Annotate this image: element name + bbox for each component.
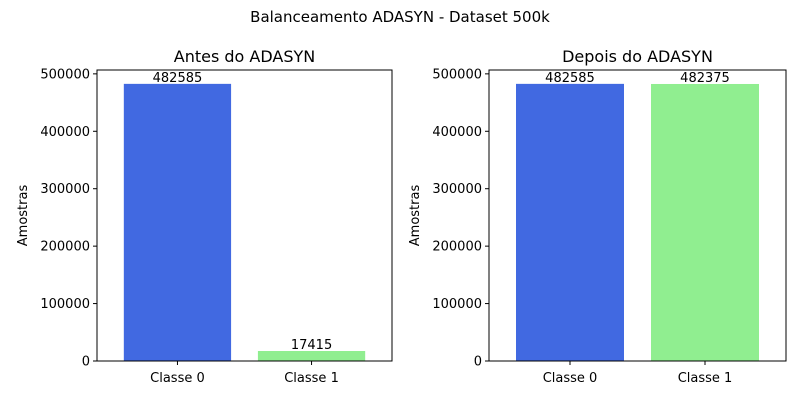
y-tick-label: 100000 xyxy=(432,297,482,312)
bar-classe-1 xyxy=(651,83,759,361)
bar-classe-0 xyxy=(516,83,624,362)
y-tick-label: 100000 xyxy=(40,297,90,312)
x-tick-label: Classe 1 xyxy=(678,371,733,386)
axes-frame xyxy=(488,69,787,362)
chart-panel-2: 482585 482375 0 100000 200000 300000 400000 500… xyxy=(408,47,787,386)
y-tick-label: 0 xyxy=(82,355,90,370)
axes-frame xyxy=(96,69,393,362)
y-tick-label: 400000 xyxy=(40,125,90,140)
y-tick-label: 500000 xyxy=(432,67,482,82)
y-tick-label: 500000 xyxy=(40,67,90,82)
bar-data-label: 482585 xyxy=(153,71,203,86)
y-axis-label: Amostras xyxy=(16,185,31,247)
y-tick-label: 0 xyxy=(474,355,482,370)
y-tick-label: 300000 xyxy=(40,182,90,197)
y-tick-label: 200000 xyxy=(432,240,482,255)
bar-data-label: 482375 xyxy=(680,71,730,86)
y-tick-label: 300000 xyxy=(432,182,482,197)
chart-title: Antes do ADASYN xyxy=(174,47,315,66)
y-tick-label: 400000 xyxy=(432,125,482,140)
bar-classe-1 xyxy=(257,351,366,361)
chart-title: Depois do ADASYN xyxy=(562,47,713,66)
x-tick-label: Classe 0 xyxy=(150,371,205,386)
y-tick-label: 200000 xyxy=(40,240,90,255)
y-axis-label: Amostras xyxy=(408,185,423,247)
x-tick-label: Classe 1 xyxy=(284,371,339,386)
chart-panel-1: 482585 17415 0 100000 200000 300000 400000 5000… xyxy=(16,47,393,386)
bar-classe-0 xyxy=(123,83,232,362)
bar-data-label: 17415 xyxy=(291,338,332,353)
bar-data-label: 482585 xyxy=(545,71,595,86)
x-tick-label: Classe 0 xyxy=(543,371,598,386)
figure-suptitle: Balanceamento ADASYN - Dataset 500k xyxy=(250,8,550,26)
